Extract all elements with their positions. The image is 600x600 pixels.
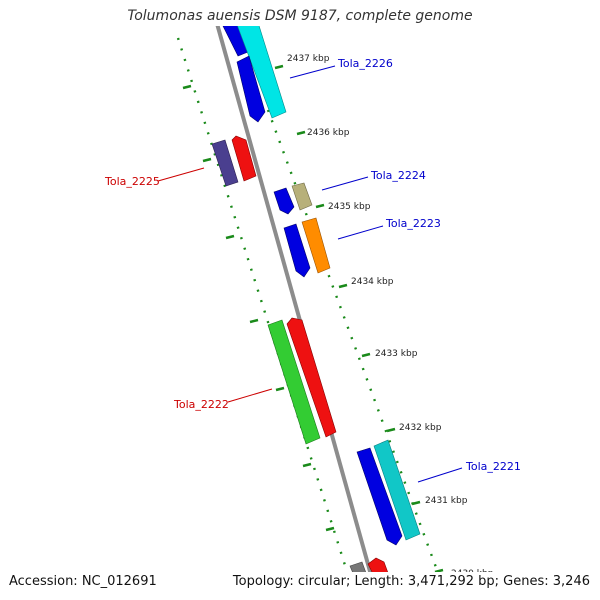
feature-2220-grey <box>349 561 367 572</box>
gene-labels: Tola_2226 Tola_2225 Tola_2224 Tola_2223 … <box>104 57 521 473</box>
tick-label: 2432 kbp <box>399 423 442 433</box>
gene-tola-2221 <box>373 439 421 541</box>
gene-label-tola-2223[interactable]: Tola_2223 <box>385 217 441 230</box>
tick-label: 2434 kbp <box>351 277 394 287</box>
gene-tola-2223 <box>301 217 331 274</box>
feature-2223-fwd <box>283 223 311 278</box>
gene-tola-2224 <box>291 182 313 211</box>
feature-2222-rev <box>286 317 337 438</box>
gene-tola-2225 <box>231 135 257 182</box>
gene-label-tola-2221[interactable]: Tola_2221 <box>465 460 521 473</box>
map-title: Tolumonas auensis DSM 9187, complete gen… <box>127 8 473 24</box>
gene-label-tola-2225[interactable]: Tola_2225 <box>104 175 160 188</box>
feature-2225-left <box>211 139 239 187</box>
gene-label-tola-2224[interactable]: Tola_2224 <box>370 169 426 182</box>
feature-2226-fwd <box>236 55 266 123</box>
inner-tick-ring <box>176 37 349 572</box>
feature-2220-red <box>367 557 389 572</box>
genome-summary: Topology: circular; Length: 3,471,292 bp… <box>232 574 590 589</box>
genome-backbone <box>215 26 373 572</box>
tick-label: 2436 kbp <box>307 128 350 138</box>
feature-2224-fwd <box>273 187 295 215</box>
gene-features <box>211 26 421 572</box>
tick-label: 2437 kbp <box>287 54 330 64</box>
gene-tola-2222 <box>267 319 321 445</box>
tick-labels: 2437 kbp 2436 kbp 2435 kbp 2434 kbp 2433… <box>287 54 494 579</box>
tick-marks <box>182 64 444 572</box>
accession-label: Accession: NC_012691 <box>9 574 157 589</box>
gene-tola-2226 <box>237 26 287 119</box>
tick-label: 2430 kbp <box>451 569 494 579</box>
feature-2221-fwd <box>356 447 403 546</box>
gene-label-tola-2222[interactable]: Tola_2222 <box>173 398 229 411</box>
tick-label: 2433 kbp <box>375 349 418 359</box>
label-leaders <box>157 65 463 483</box>
gene-label-tola-2226[interactable]: Tola_2226 <box>337 57 393 70</box>
tick-label: 2435 kbp <box>328 202 371 212</box>
tick-label: 2431 kbp <box>425 496 468 506</box>
